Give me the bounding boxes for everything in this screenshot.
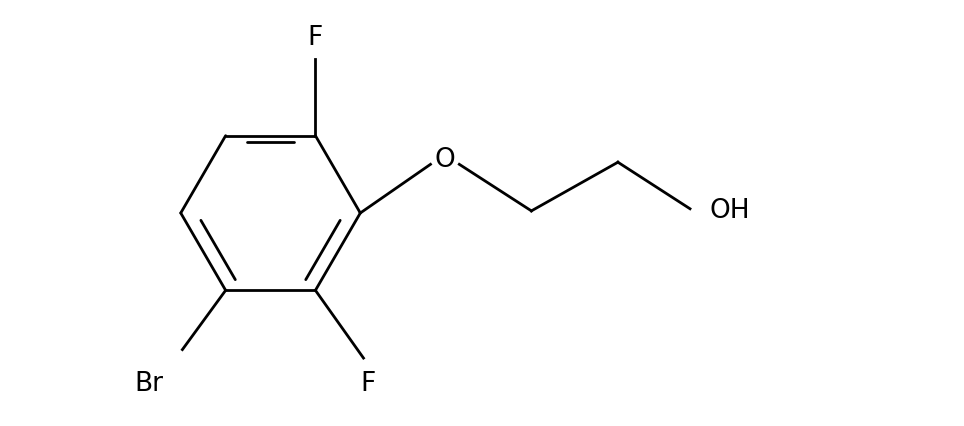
Text: F: F (361, 371, 376, 397)
Text: Br: Br (134, 371, 163, 397)
Text: F: F (308, 25, 323, 51)
Text: OH: OH (710, 198, 750, 224)
Text: O: O (435, 147, 455, 173)
